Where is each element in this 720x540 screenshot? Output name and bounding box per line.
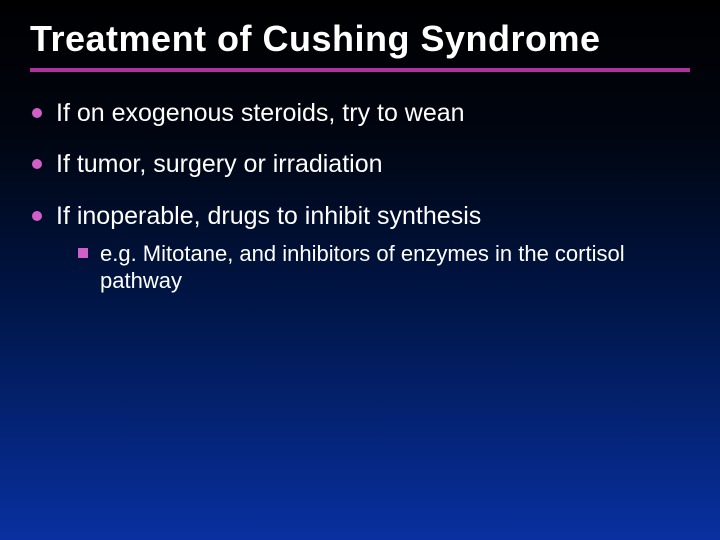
bullet-square-icon <box>78 248 88 258</box>
bullet-text: If tumor, surgery or irradiation <box>56 149 690 180</box>
bullet-item: If tumor, surgery or irradiation <box>30 149 690 180</box>
bullet-dot-icon <box>32 211 42 221</box>
sub-bullet-text: e.g. Mitotane, and inhibitors of enzymes… <box>100 240 690 295</box>
bullet-body: If inoperable, drugs to inhibit synthesi… <box>56 201 690 303</box>
sub-bullet-list: e.g. Mitotane, and inhibitors of enzymes… <box>56 240 690 295</box>
bullet-dot-icon <box>32 108 42 118</box>
bullet-text: If on exogenous steroids, try to wean <box>56 98 690 129</box>
slide-title: Treatment of Cushing Syndrome <box>30 18 690 72</box>
bullet-list: If on exogenous steroids, try to wean If… <box>30 98 690 303</box>
bullet-item: If on exogenous steroids, try to wean <box>30 98 690 129</box>
slide: Treatment of Cushing Syndrome If on exog… <box>0 0 720 540</box>
bullet-text: If inoperable, drugs to inhibit synthesi… <box>56 202 481 230</box>
bullet-dot-icon <box>32 159 42 169</box>
bullet-item: If inoperable, drugs to inhibit synthesi… <box>30 201 690 303</box>
sub-bullet-item: e.g. Mitotane, and inhibitors of enzymes… <box>56 240 690 295</box>
